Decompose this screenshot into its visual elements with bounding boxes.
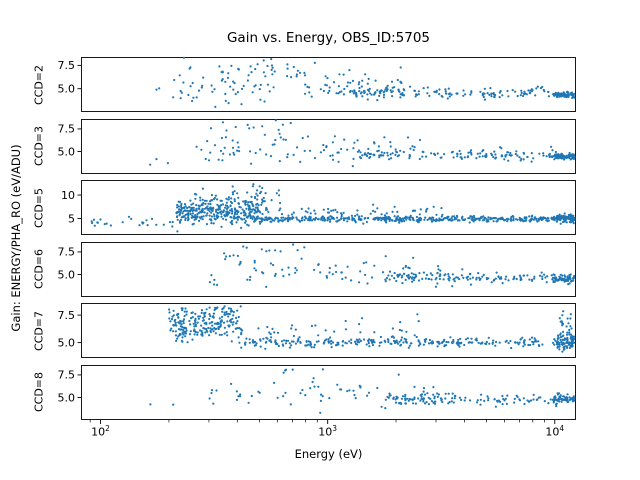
svg-text:5.0: 5.0 [58, 268, 76, 281]
subplot-ccd-5: CCD=5 5 10 [0, 180, 640, 235]
svg-text:7.5: 7.5 [58, 245, 76, 258]
x-tick-label: 104 [545, 424, 565, 439]
scatter-plot-ccd-3: 5.0 7.5 [58, 118, 576, 174]
svg-text:5.0: 5.0 [58, 82, 76, 95]
ccd-5-label: CCD=5 [32, 187, 46, 228]
subplot-ccd-8: CCD=8 5.0 7.5 [0, 364, 640, 424]
svg-text:7.5: 7.5 [58, 59, 76, 72]
ccd-6-label: CCD=6 [32, 248, 46, 290]
x-tick-labels: 102 103 104 [0, 424, 640, 442]
scatter-plot-ccd-2: 5.0 7.5 [58, 56, 576, 112]
svg-text:5.0: 5.0 [58, 391, 76, 404]
ccd-3-label: CCD=3 [32, 125, 46, 167]
ccd-2-label: CCD=2 [32, 64, 46, 105]
svg-text:10: 10 [61, 189, 75, 202]
chart-title: Gain vs. Energy, OBS_ID:5705 [226, 30, 431, 46]
subplot-ccd-3: CCD=3 5.0 7.5 [0, 118, 640, 174]
svg-text:7.5: 7.5 [58, 309, 76, 322]
subplot-ccd-2: CCD=2 5.0 7.5 [0, 56, 640, 112]
svg-text:5: 5 [68, 212, 75, 225]
ccd-8-label: CCD=8 [32, 371, 46, 413]
subplot-ccd-6: CCD=6 5.0 7.5 [0, 241, 640, 297]
x-axis-label: Energy (eV) [294, 447, 363, 461]
svg-text:5.0: 5.0 [58, 145, 76, 158]
scatter-plot-ccd-8: 5.0 7.5 [58, 364, 576, 424]
ccd-7-label: CCD=7 [32, 310, 46, 351]
scatter-plot-ccd-6: 5.0 7.5 [58, 241, 576, 297]
subplot-ccd-7: CCD=7 5.0 7.5 [0, 303, 640, 358]
x-tick-label: 102 [91, 424, 110, 439]
svg-text:5.0: 5.0 [58, 336, 76, 349]
svg-text:7.5: 7.5 [58, 122, 76, 135]
scatter-plot-ccd-7: 5.0 7.5 [58, 303, 576, 358]
scatter-plot-ccd-5: 5 10 [61, 180, 576, 235]
svg-text:7.5: 7.5 [58, 368, 76, 381]
x-tick-label: 103 [318, 424, 338, 439]
